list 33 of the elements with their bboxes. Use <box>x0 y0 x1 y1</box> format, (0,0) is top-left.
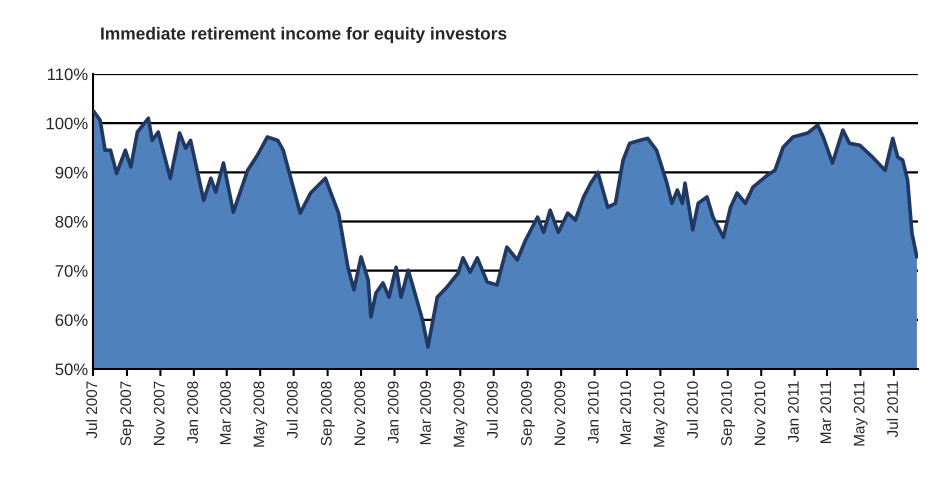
x-tick-label: Nov 2008 <box>354 381 366 445</box>
x-tick-label: Jul 2011 <box>886 382 898 438</box>
x-tick-label: Nov 2007 <box>154 382 165 445</box>
chart-title: Immediate retirement income for equity investors <box>101 26 506 44</box>
x-tick-label: Mar 2010 <box>620 381 632 444</box>
x-tick-label: Jul 2010 <box>686 381 698 438</box>
x-tick-label: Nov 2009 <box>554 382 566 445</box>
x-tick-label: May 2009 <box>454 382 468 447</box>
x-tick-label: Jan 2010 <box>588 381 599 444</box>
x-tick-label: Sep 2008 <box>320 381 335 446</box>
x-tick-label: Mar 2009 <box>420 382 431 444</box>
y-tick-label: 110% <box>48 68 88 80</box>
x-tick-label: May 2011 <box>854 382 868 446</box>
x-tick-label: May 2008 <box>253 381 268 447</box>
x-tick-label: Jan 2008 <box>187 381 198 444</box>
x-tick-label: Jan 2011 <box>788 382 799 442</box>
x-tick-label: Sep 2009 <box>520 382 535 446</box>
x-tick-label: Mar 2011 <box>820 382 832 443</box>
x-tick-label: Mar 2008 <box>220 381 231 444</box>
x-tick-label: Jul 2009 <box>486 382 498 438</box>
x-tick-label: Nov 2010 <box>754 381 766 445</box>
y-tick-label: 100% <box>46 118 88 130</box>
y-tick-label: 80% <box>56 216 88 228</box>
x-tick-label: Jul 2007 <box>86 382 98 438</box>
x-tick-label: Sep 2010 <box>721 381 735 446</box>
y-tick-label: 60% <box>56 314 88 326</box>
x-tick-label: Sep 2007 <box>120 382 134 446</box>
x-tick-label: Jul 2008 <box>286 381 298 438</box>
y-tick-label: 70% <box>56 265 88 277</box>
x-tick-label: May 2010 <box>654 381 668 447</box>
x-tick-label: Jan 2009 <box>388 382 399 444</box>
y-tick-label: 90% <box>56 166 88 179</box>
y-tick-label: 50% <box>55 363 88 376</box>
